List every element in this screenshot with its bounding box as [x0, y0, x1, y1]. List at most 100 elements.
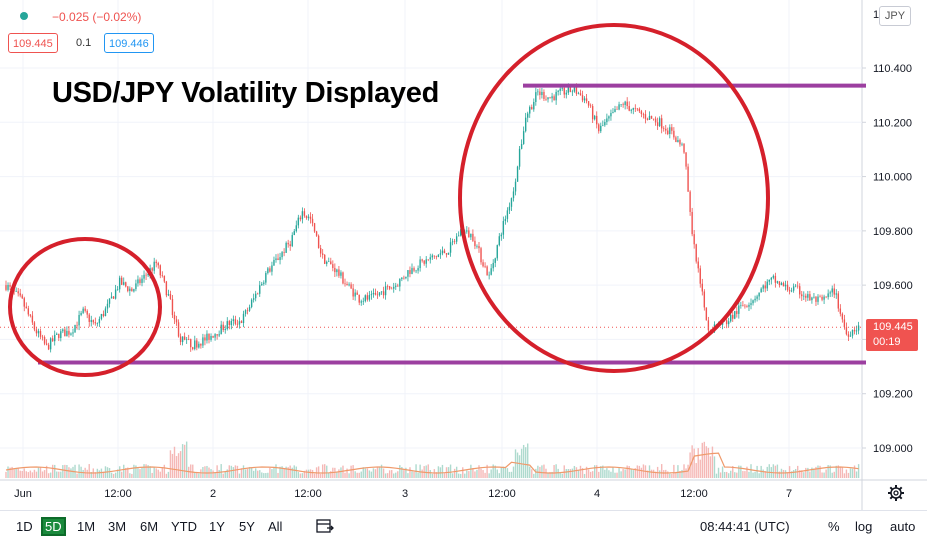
volume-bar: [358, 472, 360, 478]
volume-bar: [589, 471, 592, 478]
tf-all[interactable]: All: [268, 519, 283, 534]
candle-body: [313, 223, 316, 232]
volume-bar: [799, 470, 801, 478]
volume-bar: [135, 465, 137, 478]
volume-bar: [740, 465, 742, 478]
candle-body: [742, 305, 744, 306]
volume-bar: [236, 465, 239, 478]
candle-body: [54, 334, 56, 342]
candle-body: [378, 292, 381, 296]
tf-5d[interactable]: 5D: [41, 517, 66, 536]
volume-bar: [851, 468, 854, 478]
candle-body: [179, 336, 182, 343]
volume-bar: [344, 472, 346, 478]
volume-bar: [147, 465, 149, 478]
tf-5y[interactable]: 5Y: [239, 519, 255, 534]
candle-body: [650, 115, 653, 119]
change-text: −0.025 (−0.02%): [52, 10, 142, 24]
volume-bar: [177, 453, 180, 478]
volume-bar: [695, 463, 697, 478]
calendar-range-icon[interactable]: [316, 518, 334, 539]
candle-body: [490, 268, 492, 275]
candle-body: [269, 268, 271, 272]
volume-bar: [427, 464, 429, 478]
percent-toggle[interactable]: %: [828, 519, 840, 534]
candle-body: [557, 90, 559, 92]
candle-body: [460, 229, 462, 236]
volume-bar: [98, 470, 101, 478]
currency-badge[interactable]: JPY: [879, 6, 911, 26]
volume-bar: [118, 466, 121, 478]
candle-body: [689, 191, 691, 212]
volume-bar: [778, 471, 781, 478]
candle-body: [602, 125, 604, 126]
candle-body: [563, 87, 565, 95]
tf-3m[interactable]: 3M: [108, 519, 127, 534]
volume-bar: [482, 470, 484, 478]
volume-bar: [72, 466, 74, 478]
candle-body: [305, 215, 308, 218]
candle-body: [504, 218, 507, 222]
tf-1y[interactable]: 1Y: [209, 519, 225, 534]
candle-body: [539, 91, 541, 96]
tf-1m[interactable]: 1M: [77, 519, 96, 534]
volume-bar: [591, 471, 594, 478]
candle-body: [110, 296, 113, 299]
volume-bar: [328, 472, 330, 478]
candles: [5, 83, 860, 353]
bid-price[interactable]: 109.445: [8, 33, 58, 53]
candle-body: [78, 314, 80, 326]
candle-body: [545, 98, 547, 100]
candle-body: [656, 122, 659, 127]
volume-bar: [549, 472, 551, 478]
volume-bar: [242, 465, 245, 478]
volume-bar: [413, 471, 415, 478]
candle-body: [527, 113, 529, 118]
volume-bar: [159, 471, 161, 478]
candle-body: [388, 286, 391, 289]
candle-body: [612, 112, 614, 114]
candle-body: [782, 283, 785, 287]
candle-body: [762, 285, 764, 289]
volume-bar: [151, 472, 153, 478]
candle-body: [569, 86, 572, 93]
candle-body: [96, 323, 99, 324]
candle-body: [240, 321, 243, 323]
candle-body: [606, 118, 608, 123]
candle-body: [226, 321, 228, 329]
volume-bar: [567, 469, 570, 478]
y-tick-label: 109.200: [873, 389, 913, 401]
candle-body: [555, 91, 557, 101]
ask-price[interactable]: 109.446: [104, 33, 154, 53]
candle-body: [250, 299, 253, 308]
candle-body: [658, 118, 661, 127]
candle-body: [236, 323, 239, 325]
candle-body: [47, 344, 50, 350]
volume-bar: [713, 456, 716, 478]
candle-body: [386, 286, 389, 287]
candle-body: [135, 283, 137, 290]
volume-bar: [650, 469, 653, 478]
tf-6m[interactable]: 6M: [140, 519, 159, 534]
log-toggle[interactable]: log: [855, 519, 873, 534]
auto-toggle[interactable]: auto: [890, 519, 916, 534]
candle-body: [531, 107, 533, 110]
volume-bar: [498, 473, 500, 478]
volume-bar: [90, 472, 92, 478]
volume-bar: [748, 471, 750, 478]
tf-1d[interactable]: 1D: [16, 519, 33, 534]
volume-bar: [121, 471, 123, 478]
candle-body: [291, 235, 293, 247]
volume-bar: [88, 464, 90, 478]
gear-icon[interactable]: [887, 484, 905, 502]
volume-bar: [157, 469, 159, 478]
candle-body: [520, 144, 523, 149]
candle-body: [496, 245, 498, 259]
volume-bar: [669, 473, 671, 478]
candle-body: [778, 281, 781, 286]
candle-body: [725, 320, 728, 325]
tf-ytd[interactable]: YTD: [171, 519, 197, 534]
volume-bar: [139, 469, 141, 478]
volume-bar: [845, 469, 848, 478]
volume-bar: [188, 466, 190, 478]
